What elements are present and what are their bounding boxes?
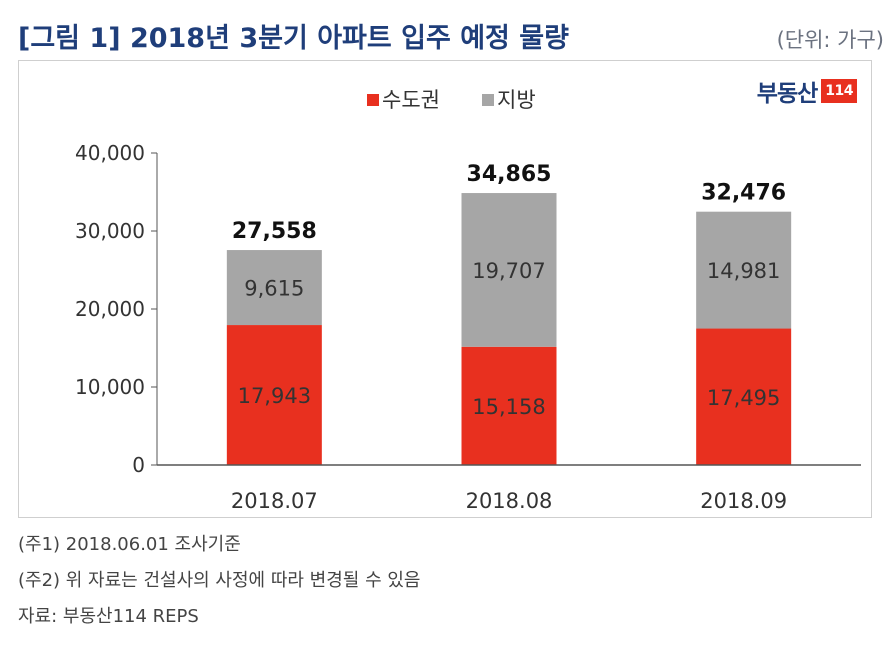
total-label-3: 32,476 (701, 181, 786, 206)
y-tick-label: 30,000 (75, 219, 145, 243)
brand-logo: 부동산 114 (757, 74, 857, 108)
data-label-metro-3: 17,495 (707, 386, 780, 410)
footnote-2: (주2) 위 자료는 건설사의 사정에 따라 변경될 수 있음 (18, 570, 421, 591)
unit-label: (단위: 가구) (776, 28, 884, 52)
data-label-metro-1: 17,943 (238, 384, 311, 408)
source-note: 자료: 부동산114 REPS (18, 606, 199, 627)
legend-swatch-1 (367, 94, 379, 106)
legend-swatch-2 (482, 94, 494, 106)
y-tick-label: 0 (132, 453, 145, 477)
data-label-region-3: 14,981 (707, 259, 780, 283)
chart-container: 수도권 지방 0 10,000 20,000 30,000 40,000 17,943 9,61… (18, 60, 872, 518)
data-label-region-2: 19,707 (472, 259, 545, 283)
data-label-region-1: 9,615 (244, 277, 304, 301)
y-tick-label: 40,000 (75, 141, 145, 165)
footnote-1: (주1) 2018.06.01 조사기준 (18, 534, 241, 555)
stacked-bar-chart: 수도권 지방 0 10,000 20,000 30,000 40,000 17,943 9,61… (75, 88, 861, 513)
bar-region-1 (226, 250, 322, 326)
bar-region-3 (696, 211, 792, 329)
total-label-2: 34,865 (467, 162, 552, 187)
y-tick-label: 10,000 (75, 375, 145, 399)
y-tick-label: 20,000 (75, 297, 145, 321)
chart-header: [그림 1] 2018년 3분기 아파트 입주 예정 물량 (단위: 가구) (18, 8, 888, 56)
logo-text: 부동산 (756, 81, 818, 107)
total-label-1: 27,558 (232, 219, 317, 244)
x-tick-label-3: 2018.09 (700, 489, 787, 513)
bar-metro-2 (461, 346, 557, 465)
data-label-metro-2: 15,158 (472, 395, 545, 419)
legend-label-1: 수도권 (382, 88, 440, 112)
bar-metro-1 (226, 325, 322, 465)
bar-region-2 (461, 193, 557, 347)
chart-title: [그림 1] 2018년 3분기 아파트 입주 예정 물량 (18, 23, 569, 54)
legend-label-2: 지방 (497, 88, 536, 112)
logo-badge: 114 (821, 79, 857, 103)
footnotes: (주1) 2018.06.01 조사기준 (주2) 위 자료는 건설사의 사정에… (18, 527, 420, 635)
x-tick-label-2: 2018.08 (466, 489, 553, 513)
x-tick-label-1: 2018.07 (231, 489, 318, 513)
bar-metro-3 (696, 328, 792, 465)
